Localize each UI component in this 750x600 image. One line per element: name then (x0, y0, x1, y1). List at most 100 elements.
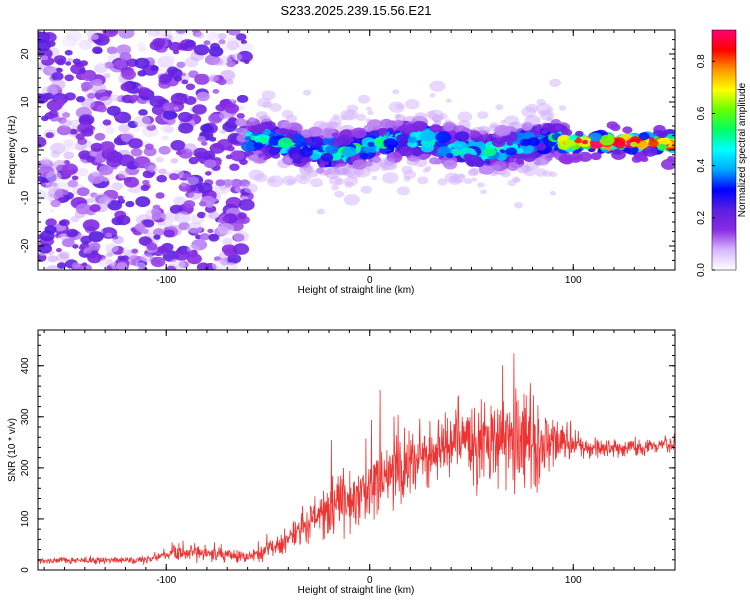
spectral-cell (140, 184, 150, 192)
spectral-cell (352, 159, 367, 170)
spectral-cell (222, 216, 230, 222)
spectral-cell (124, 176, 139, 188)
spectral-cell (120, 82, 133, 92)
spectrogram-y-tick-label: -10 (20, 190, 31, 205)
spectral-cell (320, 152, 334, 162)
spectral-cell (94, 132, 106, 141)
spectral-cell (90, 34, 99, 40)
spectral-cell (156, 245, 168, 254)
spectral-cell (599, 134, 615, 146)
spectral-cell (196, 91, 210, 102)
spectral-cell (243, 59, 250, 64)
spectrogram-marks (38, 30, 675, 270)
spectral-cell (215, 179, 226, 187)
spectral-cell (266, 175, 284, 188)
spectral-cell (514, 202, 523, 209)
spectral-cell (222, 237, 233, 246)
spectral-cell (399, 146, 414, 157)
spectral-cell (44, 225, 57, 235)
spectral-cell (404, 99, 420, 110)
spectral-cell (140, 253, 154, 263)
spectral-cell (128, 138, 144, 149)
spectral-cell (169, 173, 179, 181)
spectral-cell (48, 110, 59, 118)
spectral-cell (88, 231, 104, 243)
spectral-cell (80, 70, 96, 81)
spectral-cell (178, 222, 190, 231)
spectral-cell (512, 176, 520, 182)
spectral-cell (58, 196, 66, 203)
spectral-cell (384, 157, 396, 166)
spectral-cell (149, 95, 166, 108)
spectral-cell (295, 172, 312, 185)
spectral-cell (549, 78, 561, 88)
spectral-cell (558, 105, 567, 111)
spectral-cell (351, 127, 367, 139)
spectral-cell (218, 39, 226, 45)
spectral-cell (507, 121, 523, 133)
spectral-cell (382, 172, 399, 184)
spectral-cell (159, 73, 173, 83)
spectral-cell (622, 126, 633, 134)
spectral-cell (121, 255, 129, 261)
spectral-cell (209, 143, 225, 154)
spectral-cell (153, 228, 164, 237)
spectral-cell (536, 98, 546, 106)
spectral-cell (147, 165, 158, 173)
spectral-cell (65, 61, 72, 66)
spectral-cell (98, 262, 107, 268)
spectral-cell (420, 143, 434, 153)
spectral-cell (212, 57, 224, 66)
spectral-cell (310, 178, 323, 188)
spectral-cell (310, 153, 320, 161)
spectral-cell (238, 199, 255, 211)
spectral-cell (534, 159, 542, 166)
spectral-cell (78, 245, 85, 250)
spectral-cell (438, 113, 448, 120)
spectral-cell (304, 137, 313, 144)
spectral-cell (211, 259, 228, 270)
spectral-cell (331, 185, 339, 191)
spectral-cell (278, 137, 293, 149)
spectral-cell (48, 208, 55, 213)
spectral-cell (64, 49, 73, 56)
spectral-cell (243, 183, 258, 194)
spectral-cell (642, 145, 658, 157)
spectral-cell (217, 223, 235, 236)
spectral-cell (163, 229, 175, 238)
spectral-cell (331, 139, 343, 148)
spectral-cell (203, 40, 211, 46)
spectral-cell (145, 208, 163, 221)
spectral-cell (281, 121, 292, 129)
spectral-cell (178, 111, 193, 123)
spectral-cell (467, 168, 479, 177)
snr-x-axis-title: Height of straight line (km) (298, 585, 415, 596)
spectral-cell (167, 66, 179, 75)
spectral-cell (40, 157, 51, 165)
spectral-cell (181, 79, 189, 85)
spectral-cell (155, 192, 165, 199)
spectral-cell (463, 178, 473, 185)
spectral-cell (45, 132, 54, 139)
spectral-cell (87, 92, 96, 99)
spectral-cell (162, 110, 177, 120)
spectral-cell (138, 109, 148, 116)
spectral-cell (225, 154, 233, 160)
spectral-cell (379, 118, 393, 129)
spectral-cell (38, 189, 48, 201)
spectral-cell (69, 128, 78, 135)
spectral-cell (396, 186, 410, 196)
spectral-cell (98, 164, 114, 176)
spectral-cell (54, 99, 65, 107)
spectral-cell (522, 152, 537, 162)
spectral-cell (200, 123, 214, 133)
spectral-cell (515, 148, 524, 154)
spectral-cell (193, 147, 208, 159)
spectral-cell (582, 139, 588, 145)
spectral-cell (302, 89, 312, 96)
spectral-cell (269, 103, 282, 112)
spectral-cell (81, 86, 89, 92)
spectral-cell (377, 127, 388, 135)
